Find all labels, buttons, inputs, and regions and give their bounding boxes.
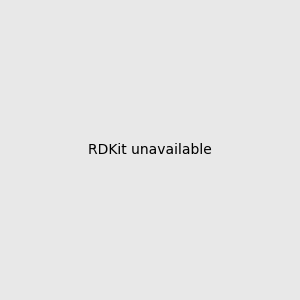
Text: RDKit unavailable: RDKit unavailable: [88, 143, 212, 157]
